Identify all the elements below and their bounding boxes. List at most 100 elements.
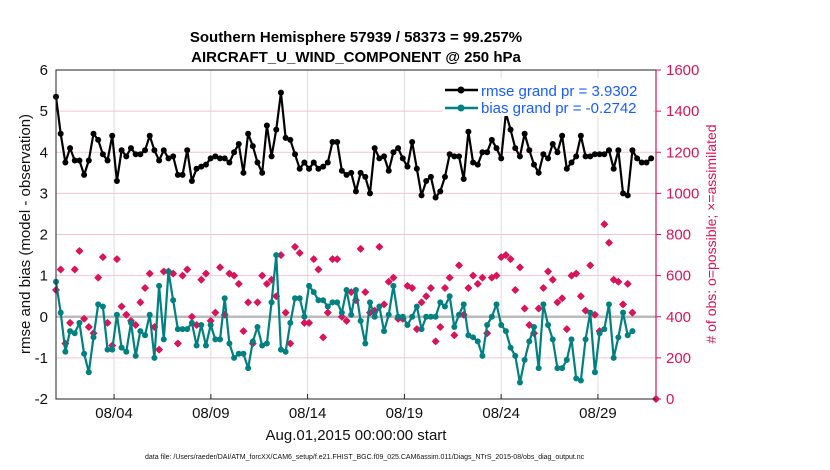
rmse-point xyxy=(315,165,322,172)
obs-possible-marker xyxy=(114,256,120,263)
bias-point xyxy=(601,326,608,333)
obs-possible-marker xyxy=(184,266,191,273)
bias-point xyxy=(320,297,327,304)
obs-possible-marker xyxy=(526,322,533,328)
rmse-point xyxy=(620,190,627,197)
obs-possible-marker xyxy=(488,274,495,281)
bias-point xyxy=(146,311,153,318)
obs-possible-marker xyxy=(99,254,106,261)
bias-point xyxy=(95,301,102,308)
obs-possible-marker xyxy=(545,268,551,275)
obs-possible-marker xyxy=(198,276,205,283)
rmse-point xyxy=(507,126,514,133)
y-tick-label: 1 xyxy=(40,268,48,285)
bias-point xyxy=(404,321,411,328)
x-tick-label: 08/29 xyxy=(579,405,617,422)
rmse-point xyxy=(601,151,608,158)
bias-point xyxy=(549,336,556,343)
rmse-point xyxy=(95,136,102,143)
bias-point xyxy=(385,311,392,318)
rmse-point xyxy=(165,155,172,162)
rmse-point xyxy=(568,159,575,166)
right-tick-label: 1000 xyxy=(666,185,699,202)
rmse-point xyxy=(352,188,359,195)
bias-point xyxy=(104,346,111,353)
rmse-point xyxy=(254,159,261,166)
rmse-point xyxy=(535,169,542,176)
obs-possible-marker xyxy=(348,289,355,295)
bias-point xyxy=(193,342,200,349)
y-tick-label: -1 xyxy=(35,350,48,367)
rmse-point xyxy=(160,147,167,154)
x-tick-label: 08/24 xyxy=(482,405,520,422)
rmse-point xyxy=(240,169,247,176)
bias-point xyxy=(292,295,299,302)
rmse-point xyxy=(432,194,439,201)
rmse-point xyxy=(184,147,191,154)
obs-possible-marker xyxy=(156,346,162,353)
rmse-point xyxy=(643,159,650,166)
rmse-point xyxy=(376,155,383,162)
obs-possible-marker xyxy=(362,289,369,295)
obs-possible-marker xyxy=(606,239,612,246)
rmse-point xyxy=(113,178,120,185)
rmse-point xyxy=(648,155,655,162)
rmse-point xyxy=(479,149,486,156)
rmse-point xyxy=(226,159,233,166)
rmse-point xyxy=(306,165,313,172)
rmse-point xyxy=(577,132,584,139)
bias-point xyxy=(498,321,505,328)
obs-possible-marker xyxy=(404,283,411,289)
obs-possible-marker xyxy=(418,299,425,306)
rmse-point xyxy=(390,149,397,156)
rmse-point xyxy=(385,167,392,174)
rmse-point xyxy=(174,171,181,178)
obs-possible-marker xyxy=(446,274,453,281)
bias-point xyxy=(427,313,434,320)
obs-possible-marker xyxy=(432,338,439,345)
rmse-point xyxy=(123,153,130,160)
rmse-point xyxy=(441,173,448,180)
x-tick-label: 08/14 xyxy=(289,405,327,422)
obs-possible-marker xyxy=(170,270,177,277)
data-file-note: data file: /Users/raeder/DAI/ATM_forcXX/… xyxy=(145,454,585,461)
bias-point xyxy=(329,299,336,306)
rmse-point xyxy=(395,145,402,152)
right-tick-label: 1600 xyxy=(666,62,699,79)
bias-point xyxy=(582,336,589,343)
obs-possible-marker xyxy=(563,326,570,332)
bias-point xyxy=(198,321,205,328)
right-tick-label: 800 xyxy=(666,227,691,244)
legend-rmse-marker xyxy=(457,86,465,94)
bias-point xyxy=(605,301,612,308)
obs-possible-marker xyxy=(179,272,186,279)
rmse-point xyxy=(76,157,83,164)
rmse-point xyxy=(118,147,125,154)
bias-point xyxy=(451,324,458,331)
obs-possible-marker xyxy=(610,276,617,283)
obs-possible-marker xyxy=(174,340,181,347)
obs-possible-marker xyxy=(231,272,237,279)
y-tick-label: 5 xyxy=(40,103,48,120)
bias-point xyxy=(137,328,144,335)
rmse-point xyxy=(587,153,594,160)
rmse-point xyxy=(170,153,177,160)
y-tick-label: 3 xyxy=(40,185,48,202)
bias-point xyxy=(170,297,177,304)
bias-point xyxy=(207,321,214,328)
bias-point xyxy=(165,268,172,275)
y-tick-label: 0 xyxy=(40,309,48,326)
rmse-point xyxy=(493,145,500,152)
rmse-point xyxy=(277,89,284,96)
rmse-point xyxy=(263,122,270,129)
obs-possible-marker xyxy=(521,305,528,312)
bias-point xyxy=(301,313,308,320)
rmse-point xyxy=(301,159,308,166)
rmse-point xyxy=(437,188,444,195)
obs-possible-marker xyxy=(512,287,519,293)
bias-point xyxy=(568,336,575,343)
rmse-point xyxy=(142,147,149,154)
bias-point xyxy=(460,301,467,308)
bias-point xyxy=(315,297,322,304)
bias-point xyxy=(470,334,477,341)
